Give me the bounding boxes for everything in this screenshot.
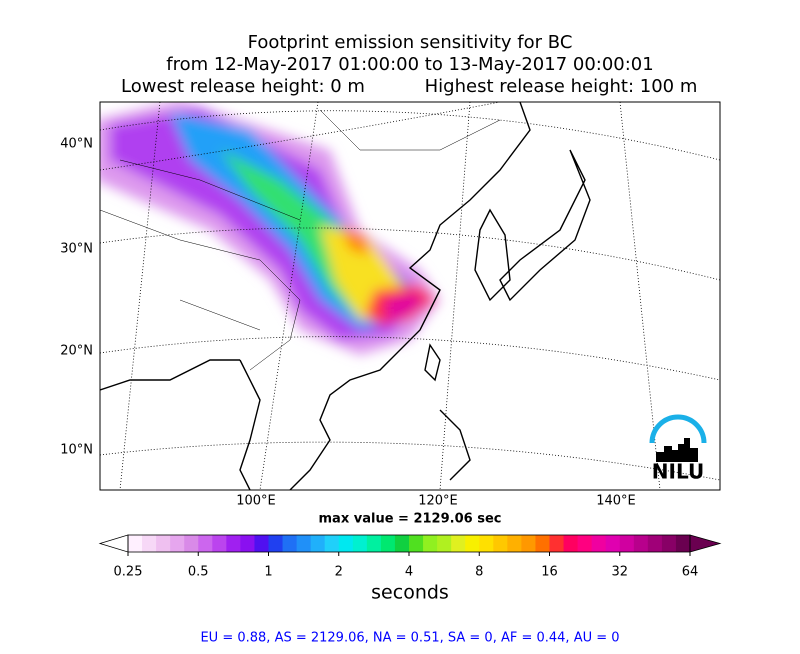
colorbar-segment xyxy=(352,535,368,552)
colorbar-segment xyxy=(521,535,536,552)
colorbar-tick-label: 4 xyxy=(405,565,413,580)
colorbar-segment xyxy=(633,535,649,552)
colorbar-segment xyxy=(156,535,171,552)
colorbar-segment xyxy=(507,535,522,552)
lat-label: 40°N xyxy=(60,137,93,152)
lowest-height: Lowest release height: 0 m xyxy=(121,76,365,97)
colorbar-segment xyxy=(675,535,691,552)
colorbar-tick-label: 1 xyxy=(264,565,272,580)
colorbar-segment xyxy=(324,535,340,552)
colorbar-tick-label: 0.5 xyxy=(188,565,209,580)
colorbar-segment xyxy=(296,535,312,552)
lon-label: 140°E xyxy=(596,494,636,509)
colorbar-tick-label: 64 xyxy=(682,565,699,580)
colorbar-segment xyxy=(268,535,284,552)
colorbar-segment xyxy=(338,535,354,552)
colorbar-segment xyxy=(254,535,269,552)
colorbar-segment xyxy=(577,535,593,552)
colorbar-segment xyxy=(479,535,494,552)
max-value: max value = 2129.06 sec xyxy=(319,512,502,527)
logo: NILU xyxy=(649,414,707,484)
footer: EU = 0.88, AS = 2129.06, NA = 0.51, SA =… xyxy=(200,631,619,646)
map-frame xyxy=(99,101,721,491)
plume xyxy=(100,102,440,355)
colorbar-segment xyxy=(128,535,143,552)
colorbar-segment xyxy=(310,535,326,552)
colorbar-segment xyxy=(366,535,382,552)
colorbar-segment xyxy=(647,535,663,552)
colorbar-segment xyxy=(619,535,635,552)
colorbar-segment xyxy=(184,535,199,552)
colorbar-segment xyxy=(226,535,241,552)
colorbar-segment xyxy=(394,535,410,552)
highest-height: Highest release height: 100 m xyxy=(425,76,698,97)
logo-text: NILU xyxy=(652,460,704,484)
colorbar-segment xyxy=(423,535,438,552)
colorbar-tick-label: 0.25 xyxy=(114,565,143,580)
colorbar-extend-low xyxy=(98,534,129,553)
colorbar-tick-label: 8 xyxy=(475,565,483,580)
colorbar-segment xyxy=(549,535,565,552)
colorbar-segment xyxy=(661,535,677,552)
colorbar-tick-label: 2 xyxy=(335,565,343,580)
colorbar-label: seconds xyxy=(371,582,449,604)
colorbar-segment xyxy=(380,535,396,552)
colorbar-segment xyxy=(465,535,480,552)
colorbar-segment xyxy=(451,535,466,552)
period: from 12-May-2017 01:00:00 to 13-May-2017… xyxy=(166,54,653,75)
title: Footprint emission sensitivity for BC xyxy=(248,32,573,53)
colorbar: 0.25 0.5 1 2 4 8 16 32 64 xyxy=(98,534,722,580)
colorbar-segment xyxy=(409,535,424,552)
map xyxy=(100,102,720,490)
colorbar-segment xyxy=(170,535,185,552)
colorbar-segment xyxy=(142,535,157,552)
colorbar-segment xyxy=(240,535,255,552)
colorbar-segment xyxy=(535,535,550,552)
lat-label: 30°N xyxy=(60,242,93,257)
colorbar-tick-label: 32 xyxy=(611,565,628,580)
colorbar-segment xyxy=(493,535,508,552)
colorbar-segment xyxy=(605,535,621,552)
lon-label: 120°E xyxy=(418,494,458,509)
lon-label: 100°E xyxy=(236,494,276,509)
colorbar-segment xyxy=(198,535,213,552)
colorbar-segment xyxy=(591,535,607,552)
colorbar-segment xyxy=(282,535,298,552)
lat-label: 20°N xyxy=(60,344,93,359)
colorbar-extend-high xyxy=(689,534,722,553)
colorbar-segment xyxy=(437,535,452,552)
colorbar-segment xyxy=(212,535,227,552)
lat-label: 10°N xyxy=(60,443,93,458)
colorbar-segment xyxy=(563,535,579,552)
colorbar-tick-label: 16 xyxy=(541,565,558,580)
